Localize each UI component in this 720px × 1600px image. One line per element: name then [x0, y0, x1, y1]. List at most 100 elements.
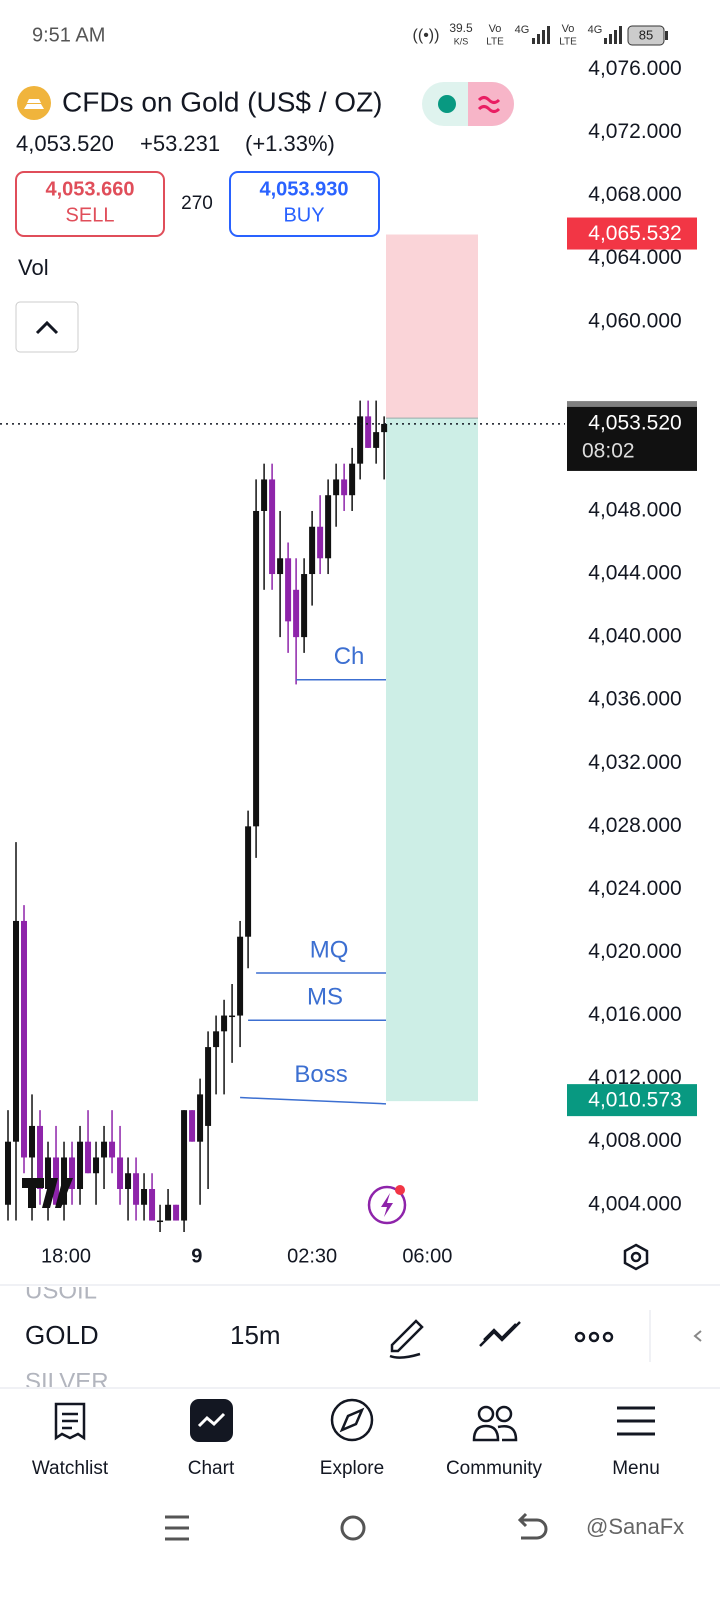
buy-box[interactable]: [229, 171, 380, 237]
price-tag-label: 4,010.573: [588, 1089, 681, 1112]
home-button[interactable]: [340, 1515, 366, 1541]
candle-body: [341, 479, 348, 496]
candle-body: [245, 826, 252, 937]
candle-body: [45, 1157, 52, 1190]
y-tick-label: 4,040.000: [588, 625, 681, 648]
change: +53.231: [140, 131, 220, 156]
y-tick-label: 4,024.000: [588, 877, 681, 900]
toggle-dot[interactable]: [438, 95, 456, 113]
speed: 39.5: [449, 21, 473, 35]
interval[interactable]: 15m: [230, 1320, 281, 1350]
symbol-picker[interactable]: USOIL GOLD SILVER: [25, 1277, 109, 1395]
recents-button[interactable]: [165, 1515, 189, 1541]
candle-body: [101, 1141, 108, 1158]
collapse-button[interactable]: [15, 301, 79, 353]
y-tick-label: 4,016.000: [588, 1003, 681, 1026]
buy-label[interactable]: BUY: [283, 204, 324, 226]
candle-body: [293, 589, 300, 638]
candle-body: [373, 432, 380, 448]
next-symbol[interactable]: SILVER: [25, 1368, 109, 1395]
candle-body: [205, 1047, 212, 1126]
candle-body: [213, 1031, 220, 1048]
menu-icon[interactable]: [617, 1406, 655, 1436]
sell-price[interactable]: 4,053.660: [46, 178, 135, 200]
volume-label: Vol: [18, 255, 49, 280]
nav-label[interactable]: Watchlist: [32, 1458, 109, 1479]
y-tick-label: 4,008.000: [588, 1129, 681, 1152]
candle-body: [197, 1094, 204, 1142]
back-button[interactable]: [517, 1512, 548, 1540]
gold-bars: [24, 99, 44, 109]
annotation-label: Boss: [294, 1061, 347, 1088]
candle-body: [189, 1110, 196, 1142]
symbol-title: CFDs on Gold (US$ / OZ): [62, 86, 383, 117]
wave-icon[interactable]: [477, 96, 501, 113]
badge[interactable]: [395, 1185, 405, 1195]
sell-box[interactable]: [15, 171, 165, 237]
price-tag: [567, 1084, 697, 1117]
net: 4G: [588, 24, 603, 36]
y-tick-label: 4,036.000: [588, 688, 681, 711]
candle-body: [13, 920, 20, 1142]
indicator-icon[interactable]: [479, 1321, 521, 1347]
annotation-label: MS: [307, 984, 343, 1011]
watchlist-icon[interactable]: [54, 1402, 86, 1441]
explore-icon[interactable]: [330, 1398, 374, 1442]
y-tick-label: 4,004.000: [588, 1192, 681, 1215]
symbol[interactable]: GOLD: [25, 1320, 99, 1350]
y-tick-label: 4,064.000: [588, 246, 681, 269]
spread: 270: [181, 193, 213, 214]
bolt[interactable]: [381, 1193, 393, 1217]
change-percent: (+1.33%): [245, 131, 335, 156]
buy-button[interactable]: 4,053.930 BUY: [229, 171, 380, 237]
toggle-right[interactable]: [468, 82, 514, 126]
candle-body: [69, 1157, 76, 1190]
tv-logo: [22, 1178, 73, 1208]
candle-body: [5, 1141, 12, 1205]
candle-body: [325, 495, 332, 559]
net: 4G: [515, 24, 530, 36]
status-icons: ((•)) 39.5 K/S Vo LTE 4G Vo LTE 4G 85: [413, 21, 668, 48]
x-tick-label: 06:00: [402, 1245, 452, 1267]
watermark: @SanaFx: [586, 1514, 684, 1539]
net: LTE: [559, 37, 577, 48]
sell-button[interactable]: 4,053.660 SELL: [15, 171, 165, 237]
candle-body: [133, 1173, 140, 1205]
buy-price[interactable]: 4,053.930: [260, 178, 349, 200]
candle-body: [77, 1141, 84, 1190]
candle-body: [85, 1141, 92, 1174]
community-icon[interactable]: [472, 1405, 518, 1442]
candle-body: [285, 558, 292, 622]
candle-body: [349, 463, 356, 496]
nav-label[interactable]: Community: [446, 1458, 543, 1479]
prev-symbol[interactable]: USOIL: [25, 1277, 97, 1304]
candle-body: [141, 1189, 148, 1205]
nav-label[interactable]: Chart: [188, 1458, 235, 1479]
price-tag: [567, 217, 697, 250]
sell-label[interactable]: SELL: [66, 204, 115, 226]
nav-label[interactable]: Explore: [320, 1458, 384, 1479]
y-tick-label: 4,020.000: [588, 940, 681, 963]
candle-body: [221, 1015, 228, 1032]
candle-body: [253, 510, 260, 827]
draw-icon[interactable]: [389, 1319, 424, 1359]
signal: [604, 26, 622, 44]
annotation-line: [240, 1096, 387, 1105]
scroll-left[interactable]: [693, 1330, 702, 1342]
compass[interactable]: [339, 1407, 365, 1433]
candle-body: [21, 920, 28, 1158]
mode-toggle[interactable]: [422, 82, 514, 126]
bolt-ring[interactable]: [367, 1185, 407, 1225]
chevron-up[interactable]: [35, 320, 59, 335]
candle-body: [357, 416, 364, 464]
settings-icon[interactable]: [623, 1243, 649, 1271]
settings-center[interactable]: [630, 1251, 642, 1263]
candle-body: [229, 1015, 236, 1018]
candle-body: [317, 526, 324, 559]
quick-action[interactable]: [367, 1185, 407, 1225]
nav-label[interactable]: Menu: [612, 1458, 660, 1479]
chart-icon-line[interactable]: [197, 1412, 226, 1428]
more-icon[interactable]: [574, 1331, 614, 1343]
speed-unit: K/S: [454, 36, 469, 46]
